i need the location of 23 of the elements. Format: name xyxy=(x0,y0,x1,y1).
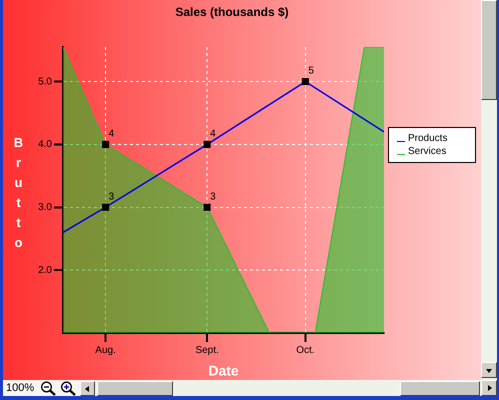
x-tick-label: Aug. xyxy=(95,344,116,356)
point xyxy=(204,140,211,148)
y-axis-title: Brutto xyxy=(10,135,26,255)
point xyxy=(102,140,110,148)
data-label: 3 xyxy=(108,191,115,202)
point xyxy=(102,204,110,211)
data-label: 5 xyxy=(308,66,314,77)
y-tick-label: 3.0 xyxy=(38,202,52,214)
legend-label: Services xyxy=(408,146,446,157)
point xyxy=(302,78,309,86)
y-tick-label: 5.0 xyxy=(38,76,52,88)
data-label: 3 xyxy=(210,191,216,202)
y-tick-label: 2.0 xyxy=(38,264,52,276)
point xyxy=(204,204,211,211)
legend-label: Products xyxy=(408,133,448,144)
x-tick-label: Sept. xyxy=(195,344,219,356)
text: 100% xyxy=(6,382,34,394)
x-tick-label: Oct. xyxy=(296,344,315,356)
data-label: 4 xyxy=(108,128,115,140)
data-label: 4 xyxy=(210,128,216,140)
x-axis-title: Date xyxy=(208,362,239,378)
chart-title: Sales (thousands $) xyxy=(174,5,290,19)
y-tick-label: 4.0 xyxy=(38,139,52,150)
